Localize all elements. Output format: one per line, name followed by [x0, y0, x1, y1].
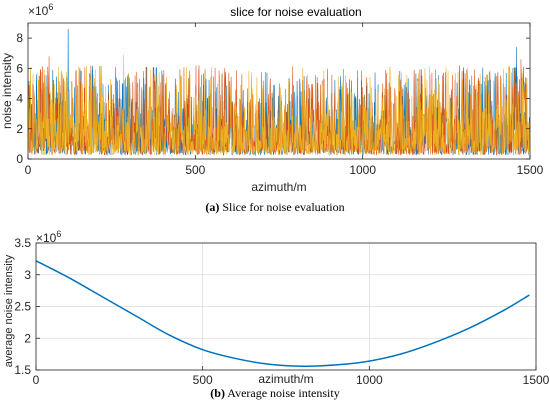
chart-b-x-tick-label: 1000 [356, 373, 383, 387]
chart-a-y-ticks: 0 2 4 6 8 [16, 31, 530, 166]
chart-a-series-group [27, 29, 530, 157]
chart-a-x-tick-label: 0 [25, 163, 32, 177]
chart-a-y-label: noise intensity [0, 53, 14, 129]
chart-b-x-tick-label: 1500 [523, 373, 550, 387]
chart-b-y-tick-label: 3.5 [14, 236, 31, 250]
chart-b-y-tick-label: 3 [24, 268, 31, 282]
chart-b-grid [35, 242, 537, 371]
chart-a-series-line-2 [27, 56, 530, 157]
chart-a-y-tick-label: 0 [16, 152, 23, 166]
chart-b-y-tick-label: 2.5 [14, 300, 31, 314]
noise-slice-chart: slice for noise evaluation ×106 0 500 1000… [0, 2, 544, 194]
chart-a-x-label: azimuth/m [251, 180, 306, 194]
chart-b-x-label-html: azimuth/m [258, 372, 314, 386]
caption-b-text: Average noise intensity [227, 386, 340, 400]
chart-a-x-tick-label: 1000 [349, 163, 376, 177]
caption-a-text: Slice for noise evaluation [222, 200, 345, 214]
chart-a-y-exponent: ×106 [28, 2, 53, 18]
chart-b-y-tick-label: 1.5 [14, 363, 31, 377]
chart-b-y-ticks: 1.5 2 2.5 3 3.5 [14, 236, 40, 377]
chart-b-x-ticks: 0 500 1000 1500 [33, 366, 550, 387]
chart-b-series-group [35, 260, 530, 367]
chart-a-y-tick-label: 6 [16, 61, 23, 75]
chart-a-series-line-3 [27, 54, 530, 157]
caption-b: (b) Average noise intensity [0, 386, 550, 401]
caption-a-label: (a) [205, 200, 220, 214]
chart-a-title: slice for noise evaluation [230, 5, 361, 19]
caption-b-label: (b) [210, 386, 225, 400]
chart-a-plot-frame [27, 22, 531, 160]
chart-b-y-tick-label: 2 [24, 331, 31, 345]
chart-a-x-ticks: 0 500 1000 1500 [25, 23, 544, 177]
chart-a-y-tick-label: 2 [16, 122, 23, 136]
chart-a-x-tick-label: 500 [185, 163, 205, 177]
chart-b-x-tick-label: 500 [193, 373, 213, 387]
caption-a: (a) Slice for noise evaluation [0, 200, 550, 215]
chart-a-y-tick-label: 4 [16, 92, 23, 106]
chart-b-x-tick-label: 0 [33, 373, 40, 387]
chart-a-y-tick-label: 8 [16, 31, 23, 45]
chart-b-y-exponent: ×106 [36, 229, 61, 245]
chart-b-y-label: average noise intensity [3, 254, 15, 367]
chart-a-x-tick-label: 1500 [517, 163, 544, 177]
chart-b-series-line [35, 260, 530, 367]
